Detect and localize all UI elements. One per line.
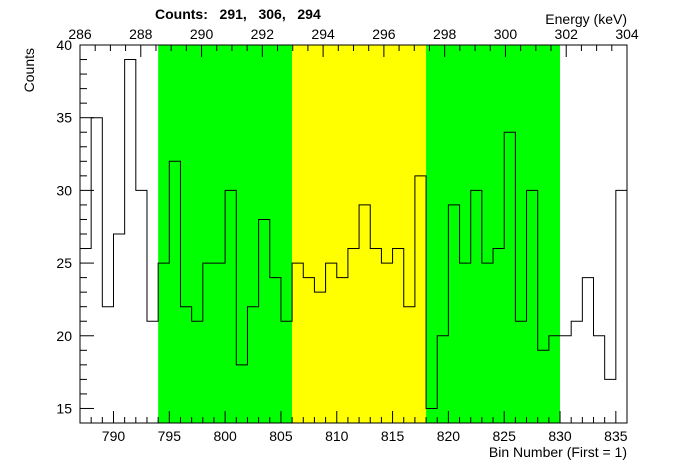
y-axis-title: Counts <box>21 48 37 92</box>
x2-tick-label: 294 <box>311 26 335 42</box>
x2-axis-title: Energy (keV) <box>545 11 627 27</box>
y-tick-label: 35 <box>56 110 72 126</box>
x2-tick-label: 304 <box>615 26 639 42</box>
x2-tick-label: 296 <box>372 26 396 42</box>
y-axis-left: 15 20 25 30 35 40 <box>56 37 94 424</box>
counts-title: Counts: 291, 306, 294 <box>155 6 321 22</box>
x-tick-label: 825 <box>493 428 517 444</box>
y-tick-label: 15 <box>56 400 72 416</box>
x-axis-top: 286 288 290 292 294 296 298 300 302 304 <box>68 26 639 57</box>
x2-tick-label: 288 <box>129 26 153 42</box>
x-tick-label: 800 <box>213 428 237 444</box>
histogram-line <box>79 59 627 423</box>
x-tick-label: 830 <box>548 428 572 444</box>
x-axis-bottom: 790 795 800 805 810 815 820 825 830 835 <box>79 411 628 444</box>
x-axis-title: Bin Number (First = 1) <box>489 444 627 460</box>
x-tick-label: 805 <box>269 428 293 444</box>
x-tick-label: 790 <box>102 428 126 444</box>
x2-tick-label: 290 <box>190 26 214 42</box>
x2-tick-label: 300 <box>494 26 518 42</box>
y-tick-label: 30 <box>56 182 72 198</box>
x-tick-label: 815 <box>381 428 405 444</box>
x-tick-label: 810 <box>325 428 349 444</box>
x2-tick-label: 302 <box>555 26 579 42</box>
x-tick-label: 835 <box>604 428 628 444</box>
x-tick-label: 820 <box>437 428 461 444</box>
region-band <box>426 45 561 423</box>
y-tick-label: 25 <box>56 255 72 271</box>
y-tick-label: 20 <box>56 328 72 344</box>
x2-tick-label: 298 <box>433 26 457 42</box>
y-tick-label: 40 <box>56 37 72 53</box>
x2-tick-label: 292 <box>251 26 275 42</box>
x2-tick-label: 286 <box>68 26 92 42</box>
x-tick-label: 795 <box>158 428 182 444</box>
